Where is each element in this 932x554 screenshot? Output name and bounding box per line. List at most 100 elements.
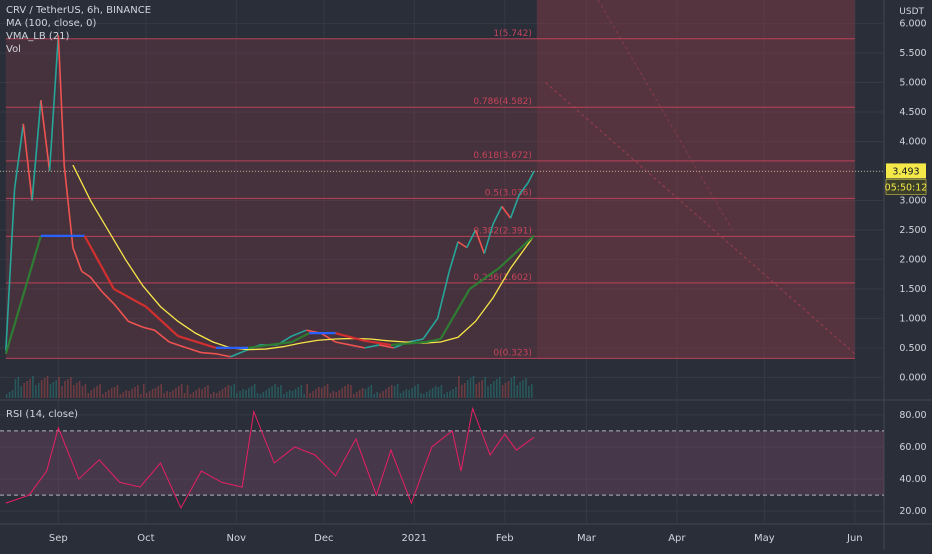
volume-bar	[5, 394, 8, 398]
volume-bar	[55, 380, 58, 398]
price-segment	[364, 344, 380, 349]
fib-trend-line	[545, 82, 856, 355]
volume-bar	[364, 389, 367, 398]
volume-bar	[487, 386, 489, 398]
vma-segment	[83, 235, 115, 290]
volume-layer	[5, 376, 533, 398]
volume-bar	[49, 384, 52, 398]
volume-bar	[122, 392, 125, 398]
volume-bar	[134, 387, 136, 398]
indicator-vma[interactable]: VMA_LB (21)	[6, 31, 70, 42]
volume-bar	[166, 391, 168, 398]
indicator-vol[interactable]: Vol	[6, 44, 21, 55]
volume-bar	[58, 377, 60, 398]
volume-bar	[37, 383, 40, 398]
price-segment	[201, 351, 216, 355]
time-tick-label: Oct	[137, 533, 154, 544]
price-segment	[448, 241, 459, 272]
volume-bar	[458, 376, 460, 398]
volume-bar	[323, 386, 326, 398]
price-tick-label: 2.000	[899, 254, 926, 265]
volume-bar	[17, 377, 20, 398]
volume-bar	[297, 387, 300, 398]
price-segment	[408, 338, 424, 343]
volume-bar	[370, 385, 373, 398]
price-segment	[474, 229, 486, 254]
volume-bar	[224, 387, 227, 398]
vma-segment	[364, 339, 392, 347]
axis-layer: USDT 0.000 0.500 1.000 1.500 2.000 2.500 3.000 3…	[49, 7, 927, 544]
fib-trend-line	[597, 0, 733, 231]
price-segment	[31, 100, 42, 201]
volume-bar	[195, 390, 198, 398]
indicator-ma[interactable]: MA (100, close, 0)	[6, 18, 97, 29]
vma-segment	[439, 288, 471, 340]
vma-segment	[247, 340, 292, 349]
volume-bar	[90, 390, 93, 398]
price-segment	[22, 123, 33, 201]
price-segment	[63, 165, 74, 248]
vma-segment	[145, 305, 179, 337]
volume-bar	[61, 386, 63, 398]
price-segment	[128, 320, 144, 328]
volume-bar	[70, 377, 72, 398]
volume-bar	[125, 390, 128, 398]
volume-bar	[525, 378, 527, 398]
volume-bar	[160, 384, 163, 398]
volume-bar	[99, 384, 101, 398]
volume-bar	[420, 393, 422, 398]
volume-bar	[274, 384, 276, 398]
volume-bar	[434, 386, 437, 398]
volume-bar	[300, 385, 303, 398]
volume-bar	[277, 387, 279, 398]
symbol-line[interactable]: CRV / TetherUS, 6h, BINANCE	[6, 5, 152, 16]
volume-bar	[227, 385, 230, 398]
price-tick-label: 5.500	[899, 48, 926, 59]
volume-bar	[493, 381, 495, 398]
volume-bar	[282, 394, 285, 398]
price-segment	[142, 326, 155, 331]
volume-bar	[198, 388, 200, 398]
volume-bar	[385, 389, 387, 398]
volume-bar	[361, 388, 364, 398]
volume-bar	[105, 392, 107, 398]
volume-bar	[285, 392, 288, 398]
vma-segment	[113, 287, 147, 308]
volume-bar	[498, 377, 501, 398]
volume-bar	[446, 392, 448, 398]
volume-bar	[332, 391, 335, 398]
volume-bar	[247, 388, 250, 398]
fib-level-label: 0(0.323)	[493, 348, 532, 358]
price-segment	[483, 223, 494, 254]
price-segment	[89, 276, 103, 293]
volume-bar	[175, 388, 177, 398]
volume-bar	[128, 391, 130, 398]
indicator-rsi[interactable]: RSI (14, close)	[6, 409, 79, 420]
price-tick-label: 0.500	[899, 343, 926, 354]
vma-segment	[498, 235, 535, 270]
time-tick-label: 2021	[402, 533, 427, 544]
volume-bar	[242, 389, 244, 398]
vma-layer	[4, 234, 535, 355]
vma-segment	[177, 335, 217, 349]
volume-bar	[530, 384, 533, 398]
volume-bar	[350, 385, 352, 398]
volume-bar	[382, 391, 384, 398]
volume-bar	[230, 386, 233, 398]
fib-level-label: 0.786(4.582)	[473, 97, 532, 107]
volume-bar	[388, 387, 390, 398]
volume-bar	[262, 392, 265, 398]
time-tick-label: Jun	[846, 533, 863, 544]
volume-bar	[189, 394, 192, 398]
volume-bar	[180, 384, 183, 398]
vma-segment	[469, 267, 500, 290]
volume-bar	[344, 386, 346, 398]
price-tick-label: 1.000	[899, 313, 926, 324]
volume-bar	[233, 384, 235, 398]
volume-bar	[183, 393, 186, 398]
price-segment	[154, 329, 170, 343]
volume-bar	[280, 385, 282, 398]
volume-bar	[335, 392, 338, 398]
